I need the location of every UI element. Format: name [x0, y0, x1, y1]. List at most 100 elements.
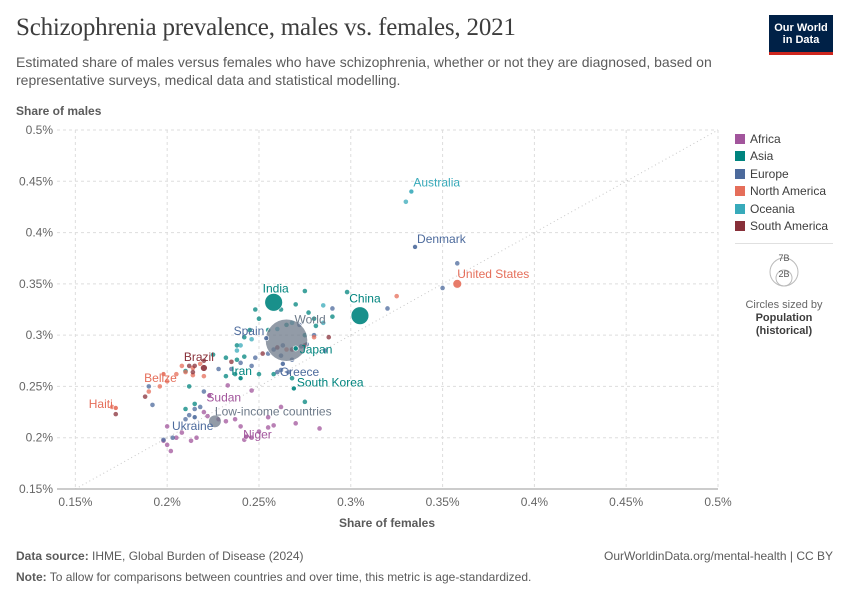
data-point-africa[interactable]: [256, 429, 262, 434]
data-point-north-america[interactable]: [157, 384, 163, 389]
data-point-oceania[interactable]: [238, 343, 243, 348]
data-point-belize[interactable]: [160, 371, 167, 377]
data-point-asia[interactable]: [232, 371, 238, 377]
data-point-europe[interactable]: [253, 355, 258, 361]
data-point-asia[interactable]: [247, 327, 253, 333]
data-point-north-america[interactable]: [164, 379, 170, 384]
data-point-europe[interactable]: [216, 366, 221, 372]
data-point-south-america[interactable]: [229, 359, 234, 365]
data-point-africa[interactable]: [201, 409, 207, 415]
data-point-south-america[interactable]: [190, 369, 196, 375]
legend-item-europe[interactable]: Europe: [735, 165, 845, 183]
data-point-niger[interactable]: [243, 433, 249, 440]
data-point-oceania[interactable]: [249, 336, 254, 342]
data-point-asia[interactable]: [293, 302, 298, 307]
data-point-europe[interactable]: [322, 348, 328, 353]
data-point-denmark[interactable]: [412, 244, 418, 250]
data-point-south-korea[interactable]: [291, 385, 297, 392]
legend-item-asia[interactable]: Asia: [735, 148, 845, 166]
data-point-africa[interactable]: [179, 430, 185, 435]
data-point-asia[interactable]: [183, 406, 188, 412]
data-point-australia[interactable]: [408, 188, 415, 195]
data-point-south-america[interactable]: [186, 363, 192, 369]
source-url[interactable]: OurWorldinData.org/mental-health | CC BY: [604, 549, 833, 563]
data-point-north-america[interactable]: [179, 363, 185, 369]
data-point-asia[interactable]: [289, 375, 295, 381]
data-point-asia[interactable]: [223, 355, 229, 361]
legend-item-africa[interactable]: Africa: [735, 130, 845, 148]
data-point-north-america[interactable]: [394, 293, 399, 299]
data-point-asia[interactable]: [344, 289, 350, 295]
data-point-africa[interactable]: [265, 425, 271, 430]
data-point-asia[interactable]: [302, 399, 308, 405]
data-point-africa[interactable]: [265, 414, 271, 420]
data-point-africa[interactable]: [249, 435, 254, 441]
data-point-africa[interactable]: [249, 388, 254, 393]
data-point-europe[interactable]: [385, 306, 390, 311]
data-point-south-america[interactable]: [326, 334, 332, 340]
data-point-asia[interactable]: [210, 352, 216, 357]
data-point-asia[interactable]: [234, 357, 240, 363]
data-point-europe[interactable]: [330, 306, 335, 311]
data-point-europe[interactable]: [238, 360, 243, 366]
data-point-africa[interactable]: [223, 419, 229, 424]
data-points[interactable]: [109, 188, 462, 454]
data-point-spain[interactable]: [263, 335, 270, 342]
data-point-africa[interactable]: [188, 438, 194, 444]
data-point-asia[interactable]: [186, 384, 192, 389]
data-point-africa[interactable]: [194, 435, 199, 441]
data-point-asia[interactable]: [253, 307, 258, 312]
data-point-north-america[interactable]: [311, 334, 317, 340]
data-point-asia[interactable]: [256, 316, 262, 322]
data-point-north-america[interactable]: [146, 389, 152, 394]
data-point-europe[interactable]: [161, 437, 166, 443]
data-point-europe[interactable]: [275, 369, 280, 375]
data-point-oceania[interactable]: [320, 320, 326, 326]
data-point-asia[interactable]: [241, 354, 247, 359]
data-point-asia[interactable]: [223, 373, 229, 379]
data-point-africa[interactable]: [293, 421, 298, 426]
data-point-africa[interactable]: [238, 424, 243, 429]
data-point-north-america[interactable]: [197, 361, 203, 367]
data-point-iran[interactable]: [237, 375, 244, 382]
data-point-africa[interactable]: [168, 448, 174, 454]
data-point-south-america[interactable]: [260, 351, 265, 356]
data-point-europe[interactable]: [440, 285, 445, 291]
data-point-north-america[interactable]: [201, 373, 207, 379]
data-point-asia[interactable]: [271, 371, 276, 377]
legend-item-oceania[interactable]: Oceania: [735, 200, 845, 218]
data-point-india[interactable]: [264, 293, 283, 312]
data-point-europe[interactable]: [454, 261, 460, 266]
data-point-united-states[interactable]: [452, 279, 462, 289]
data-point-asia[interactable]: [306, 310, 311, 315]
data-point-africa[interactable]: [205, 413, 210, 419]
data-point-asia[interactable]: [313, 323, 319, 329]
data-point-oceania[interactable]: [320, 303, 326, 308]
data-point-asia[interactable]: [256, 371, 262, 377]
data-point-europe[interactable]: [278, 367, 284, 373]
data-point-oceania[interactable]: [234, 348, 240, 353]
data-point-africa[interactable]: [278, 404, 284, 410]
data-point-europe[interactable]: [146, 384, 152, 389]
data-point-brazil[interactable]: [200, 364, 208, 372]
data-point-africa[interactable]: [225, 383, 231, 388]
data-point-asia[interactable]: [311, 316, 317, 322]
data-point-north-america[interactable]: [183, 369, 188, 375]
data-point-south-america[interactable]: [192, 363, 198, 369]
data-point-north-america[interactable]: [174, 371, 179, 377]
data-point-asia[interactable]: [330, 314, 335, 319]
data-point-africa[interactable]: [164, 424, 170, 429]
data-point-ukraine[interactable]: [191, 414, 198, 421]
data-point-europe[interactable]: [229, 366, 234, 372]
data-point-europe[interactable]: [186, 412, 192, 418]
data-point-europe[interactable]: [201, 389, 207, 394]
data-point-africa[interactable]: [174, 435, 179, 441]
data-point-africa[interactable]: [271, 423, 276, 428]
legend-item-south-america[interactable]: South America: [735, 218, 845, 236]
data-point-africa[interactable]: [232, 416, 238, 422]
data-point-europe[interactable]: [183, 416, 188, 422]
data-point-europe[interactable]: [197, 404, 203, 410]
data-point-europe[interactable]: [150, 402, 155, 408]
data-point-oceania[interactable]: [403, 199, 409, 205]
